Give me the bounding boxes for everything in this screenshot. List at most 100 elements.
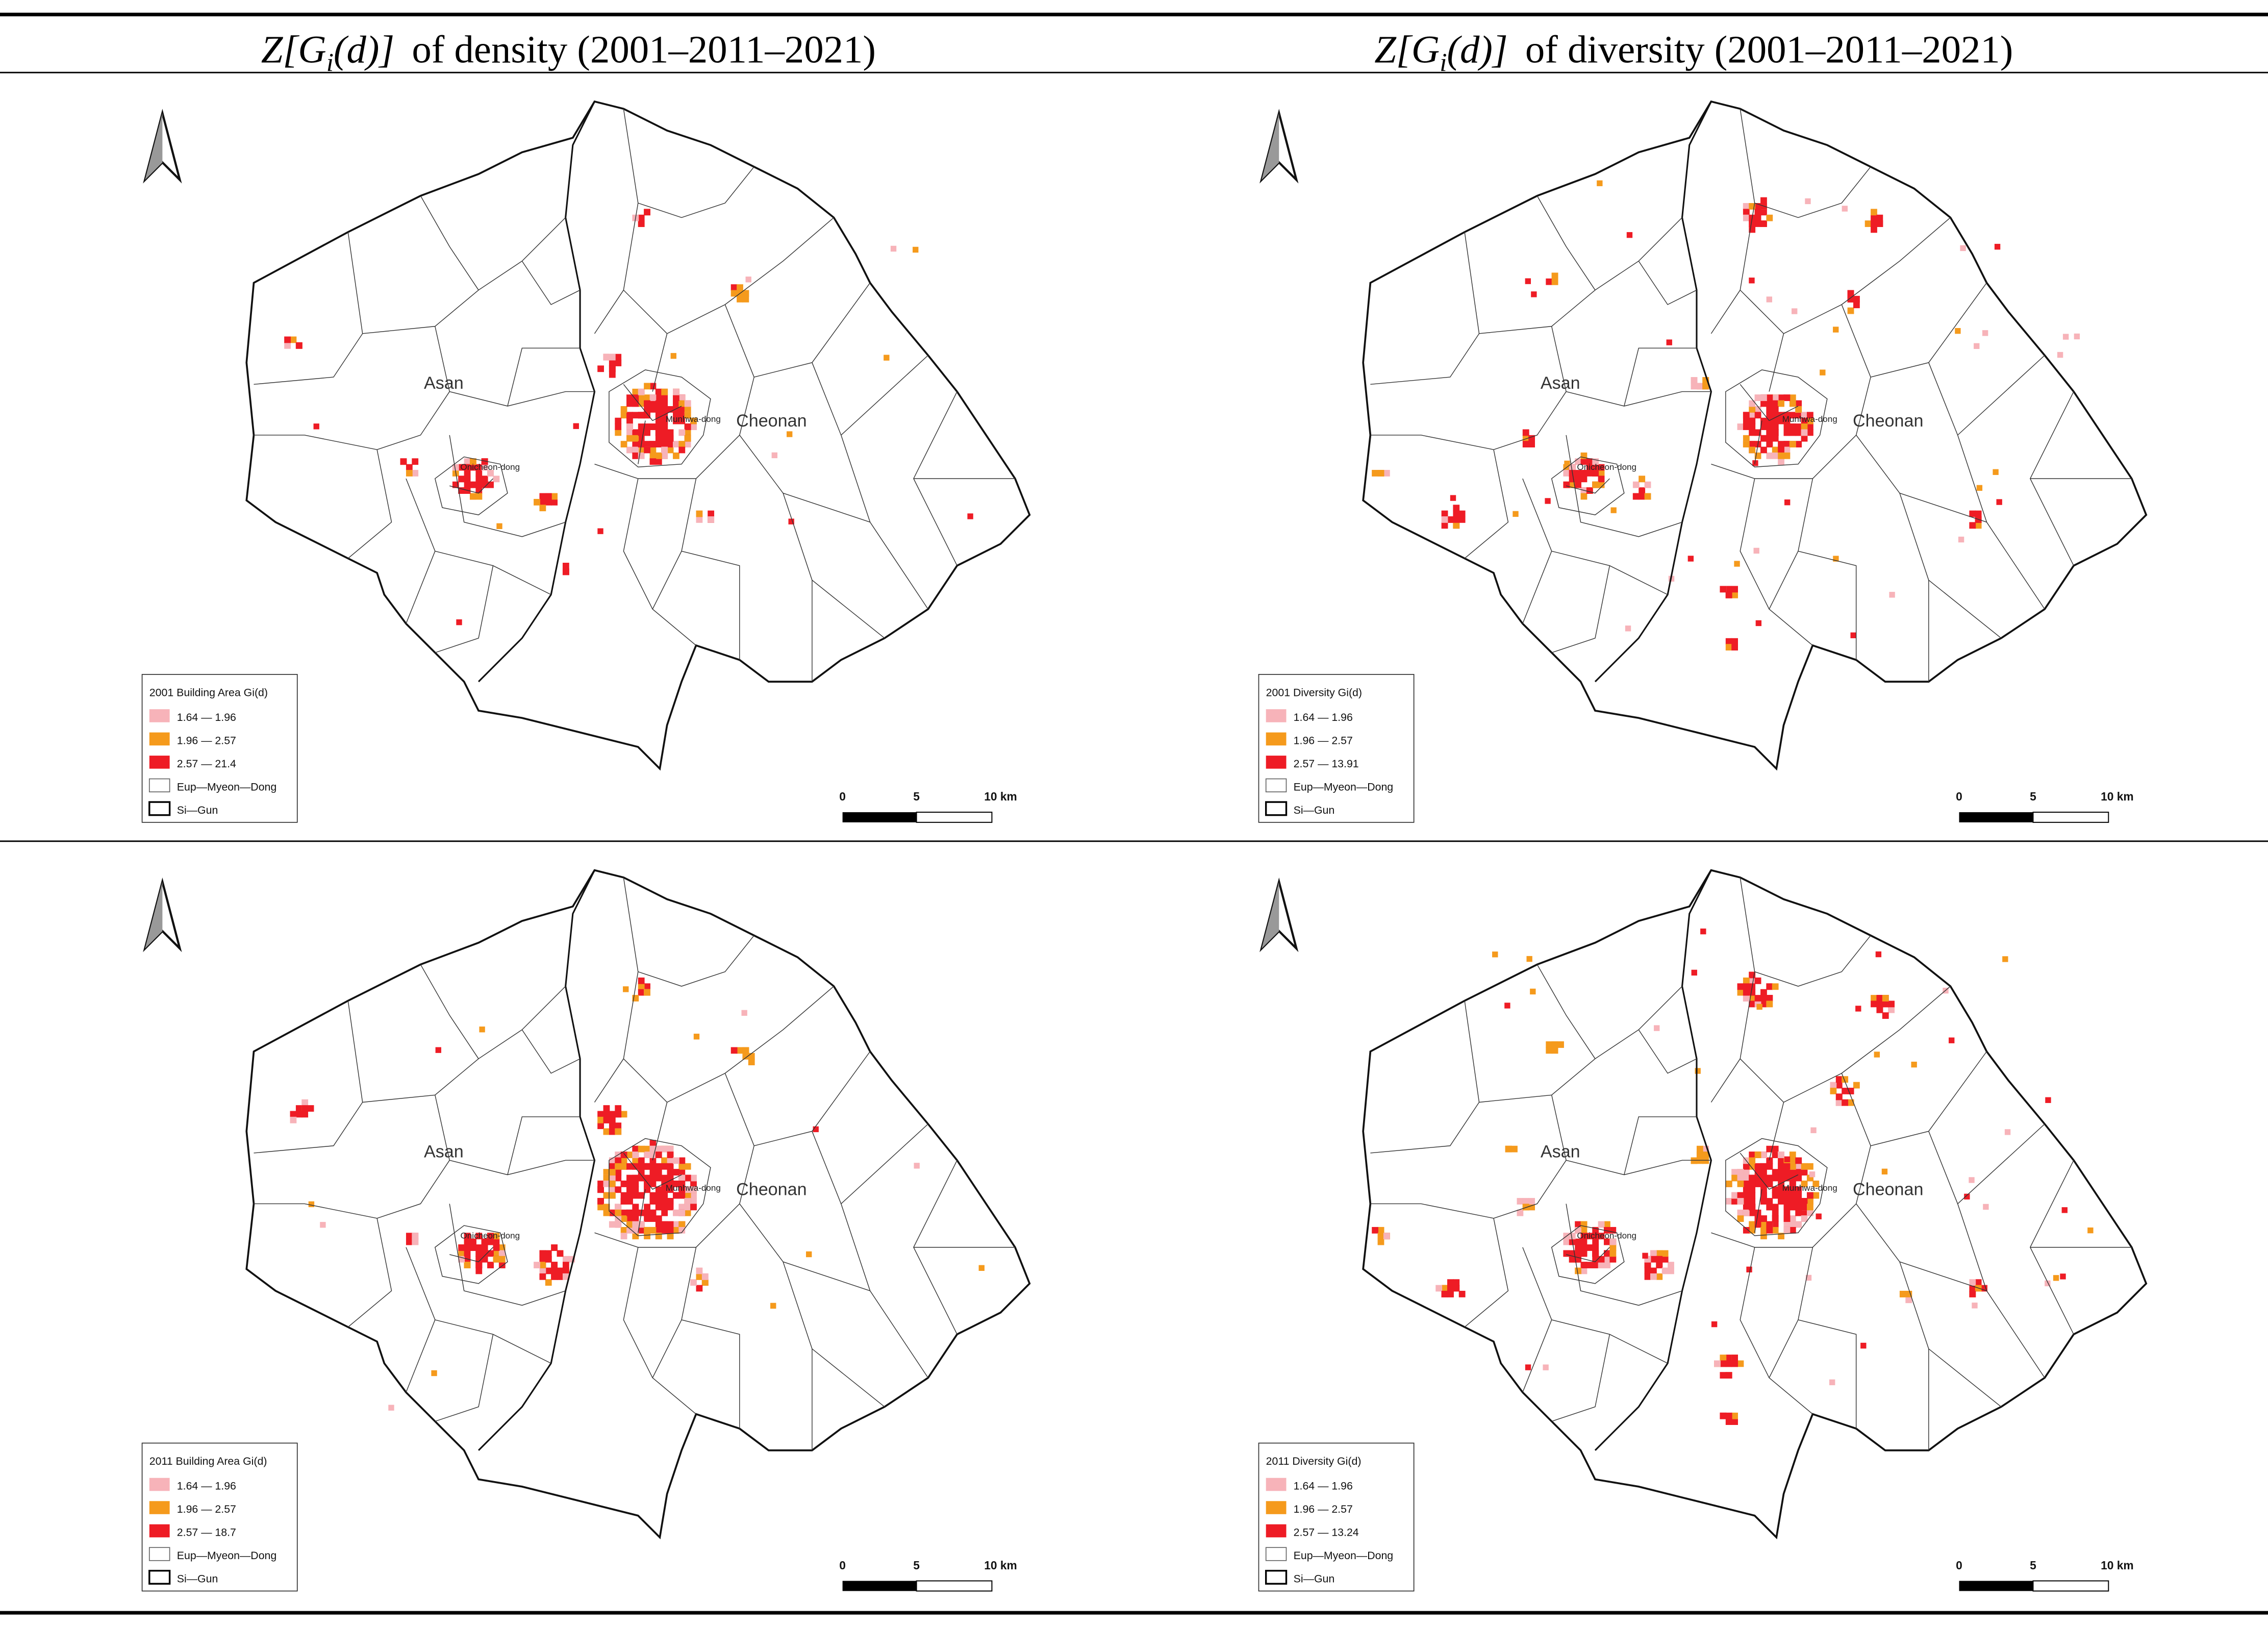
hotspot-cell	[1569, 1256, 1576, 1263]
hotspot-cell	[487, 481, 494, 488]
hotspot-cell	[475, 1250, 483, 1257]
legend-swatch	[148, 1569, 171, 1585]
hotspot-cell	[1543, 1364, 1549, 1370]
hotspot-cell	[1783, 1186, 1791, 1193]
hotspot-cell	[1453, 1279, 1460, 1286]
hotspot-cell	[1875, 951, 1882, 958]
hotspot-cell	[1661, 1256, 1669, 1263]
hotspot-cell	[655, 1145, 662, 1153]
hotspot-cell	[1778, 1198, 1784, 1205]
hotspot-cell	[1586, 1262, 1593, 1268]
hotspot-cell	[1592, 1233, 1599, 1240]
hotspot-cell	[632, 1215, 639, 1222]
hotspot-cell	[1905, 1296, 1912, 1304]
hotspot-cell	[1731, 586, 1738, 593]
hotspot-cell	[1525, 1364, 1531, 1370]
hotspot-cell	[1789, 1157, 1796, 1164]
hotspot-cell	[1816, 1213, 1822, 1219]
hotspot-cell	[1592, 481, 1599, 488]
hotspot-cell	[737, 295, 743, 303]
hotspot-cell	[1743, 441, 1750, 447]
legend-label: 1.64 — 1.96	[1294, 711, 1353, 723]
hotspot-cell	[1650, 1267, 1657, 1274]
hotspot-cell	[1772, 1192, 1779, 1199]
hotspot-cell	[661, 417, 668, 424]
hotspot-cell	[406, 464, 413, 471]
hotspot-cell	[1644, 1273, 1651, 1280]
hotspot-cell	[678, 1226, 686, 1234]
hotspot-cell	[609, 354, 616, 361]
hotspot-cell	[1783, 429, 1791, 436]
hotspot-cell	[1598, 1233, 1605, 1240]
hotspot-cell	[464, 1233, 471, 1240]
hotspot-cell	[620, 1209, 627, 1216]
hotspot-cell	[597, 1116, 604, 1123]
hotspot-cell	[626, 423, 633, 430]
hotspot-cell	[1441, 1291, 1448, 1297]
hotspot-cell	[644, 1163, 650, 1170]
hotspot-cell	[655, 406, 662, 413]
hotspot-cell	[1760, 1180, 1767, 1187]
hotspot-cell	[307, 1105, 314, 1112]
hotspot-cell	[649, 1169, 657, 1176]
hotspot-cell	[1377, 1233, 1384, 1240]
hotspot-cell	[638, 214, 645, 221]
hotspot-cell	[1805, 198, 1811, 205]
hotspot-cell	[609, 1128, 616, 1135]
hotspot-cell	[609, 360, 616, 366]
hotspot-cell	[301, 1111, 309, 1118]
hotspot-cell	[684, 423, 691, 430]
hotspot-cell	[667, 1180, 674, 1187]
hotspot-cell	[1522, 435, 1529, 442]
hotspot-cell	[1853, 295, 1860, 303]
hotspot-cell	[481, 481, 488, 488]
hotspot-cell	[632, 1204, 639, 1211]
hotspot-cell	[673, 1209, 679, 1216]
hotspot-cell	[609, 1186, 616, 1193]
hotspot-cell	[638, 423, 645, 430]
hotspot-cell	[1580, 1238, 1587, 1245]
hotspot-cell	[1737, 1209, 1744, 1216]
hotspot-cell	[1604, 1226, 1610, 1234]
hotspot-cell	[1450, 495, 1456, 501]
hotspot-cell	[1882, 1000, 1889, 1008]
hotspot-cell	[1447, 1279, 1454, 1286]
hotspot-cell	[661, 429, 668, 436]
hotspot-cell	[1760, 989, 1767, 996]
hotspot-cell	[1580, 1262, 1587, 1268]
hotspot-cell	[1801, 1169, 1808, 1176]
hotspot-cell	[649, 1174, 657, 1182]
hotspot-cell	[1731, 644, 1738, 650]
scale-black	[1959, 1581, 2033, 1591]
hotspot-cell	[1789, 1186, 1796, 1193]
hotspot-cell	[1743, 1209, 1750, 1216]
hotspot-cell	[603, 1105, 610, 1112]
hotspot-cell	[620, 406, 627, 413]
hotspot-cell	[661, 1198, 668, 1205]
hotspot-cell	[661, 1226, 668, 1234]
hotspot-cell	[678, 1157, 686, 1164]
legend-label: 2.57 — 13.91	[1294, 758, 1359, 770]
hotspot-cell	[742, 295, 749, 303]
hotspot-cell	[498, 1250, 506, 1257]
hotspot-cell	[1949, 1037, 1955, 1043]
legend-swatch	[1266, 1478, 1287, 1491]
hotspot-cell	[661, 1157, 668, 1164]
hotspot-cell	[551, 1267, 558, 1274]
hotspot-cell	[284, 342, 291, 349]
hotspot-cell	[667, 446, 674, 454]
hotspot-cell	[1772, 400, 1779, 407]
hotspot-cell	[770, 1303, 776, 1309]
hotspot-cell	[667, 1226, 674, 1234]
hotspot-cell	[1876, 1000, 1883, 1008]
hotspot-cell	[788, 518, 794, 524]
hotspot-cell	[290, 336, 297, 343]
hotspot-cell	[475, 1233, 483, 1240]
hotspot-cell	[661, 400, 668, 407]
hotspot-cell	[1760, 1226, 1767, 1234]
hotspot-cell	[1743, 417, 1750, 424]
hotspot-cell	[603, 1174, 610, 1182]
hotspot-cell	[1783, 1169, 1791, 1176]
hotspot-cell	[609, 1174, 616, 1182]
hotspot-cell	[475, 493, 483, 500]
